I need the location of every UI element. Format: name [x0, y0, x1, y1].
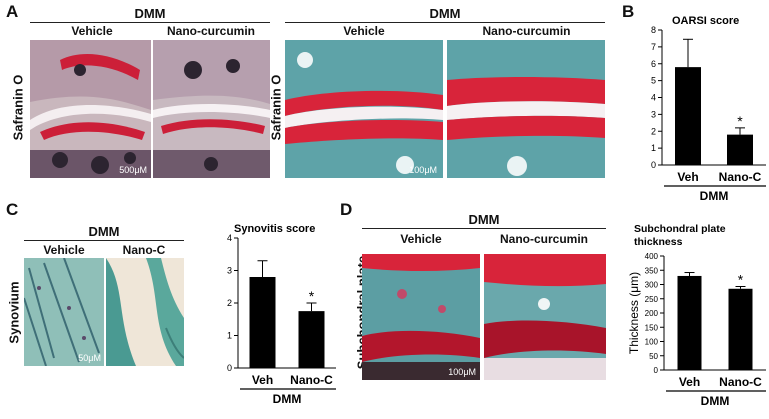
panel-a-right-scale-bar-label: 100μM	[409, 165, 437, 175]
panel-c-scale-bar-label: 50μM	[78, 353, 101, 363]
chart-oarsi-group-label: DMM	[700, 189, 729, 203]
chart-oarsi-bar-0	[675, 67, 701, 165]
chart-thickness-y-label: Thickness (μm)	[628, 272, 641, 354]
panel-a-left-treatment-label: Nano-curcumin	[166, 24, 255, 38]
chart-thickness-ytick-label-0: 0	[654, 366, 659, 375]
panel-d-vehicle-subchondral-micrograph: 100μM	[362, 254, 480, 380]
subchondral-thickness-chart: Subchondral plate thickness 0 50 100 150 200 25…	[627, 222, 769, 414]
chart-synovitis-category-label-1: Nano-C	[290, 373, 333, 387]
chart-synovitis-ytick-label-4: 4	[227, 233, 232, 243]
panel-c-tissue-label: Synovium	[6, 281, 22, 344]
chart-synovitis-bar-1	[298, 311, 325, 368]
panel-c-label: C	[6, 200, 19, 219]
chart-thickness-category-label-1: Nano-C	[719, 375, 762, 389]
oarsi-chart-svg: OARSI score 0 1 2 3 4 5 6 7 8 Veh * Nano-C DMM	[651, 15, 766, 203]
chart-synovitis-ytick-label-0: 0	[227, 363, 232, 373]
panel-a-left-scale-bar-label: 500μM	[119, 165, 147, 175]
chart-oarsi-category-label-0: Veh	[677, 170, 698, 184]
chart-oarsi-ytick-label-4: 4	[651, 93, 656, 103]
chart-thickness-bar-1	[728, 288, 753, 370]
synovitis-chart: Synovitis score 0 1 2 3 4 Veh * Nano-C DMM	[212, 222, 342, 414]
panel-d-label: D	[340, 200, 353, 219]
chart-thickness-ytick-label-7: 350	[645, 266, 659, 275]
panel-a-right-header: DMM	[429, 6, 461, 21]
chart-oarsi-bar-1	[727, 134, 753, 165]
oarsi-chart: OARSI score 0 1 2 3 4 5 6 7 8 Veh * Nano-C DMM	[636, 10, 769, 215]
panel-a-label: A	[6, 2, 19, 21]
panel-c-vehicle-label: Vehicle	[43, 243, 85, 257]
chart-oarsi-ytick-label-7: 7	[651, 42, 656, 52]
chart-thickness-ytick-label-5: 250	[645, 295, 659, 304]
chart-synovitis-category-label-0: Veh	[252, 373, 273, 387]
chart-oarsi-ytick-label-1: 1	[651, 143, 656, 153]
panel-b-label: B	[622, 2, 635, 21]
panel-a-vehicle-knee-micrograph: 500μM	[30, 40, 151, 178]
panel-d-nanocurcumin-subchondral-micrograph	[484, 254, 606, 380]
chart-thickness-title-line-1: Subchondral plate	[634, 223, 726, 235]
chart-oarsi-ytick-label-2: 2	[651, 126, 656, 136]
chart-oarsi-ytick-label-0: 0	[651, 160, 656, 170]
panel-c-header-rule	[24, 240, 184, 241]
chart-oarsi-ytick-label-8: 8	[651, 25, 656, 35]
panel-a-right-stain-label: Safranin O	[268, 74, 284, 141]
chart-thickness-ytick-label-6: 300	[645, 281, 659, 290]
chart-thickness-bar-0	[677, 275, 702, 370]
panel-a-left-vehicle-label: Vehicle	[71, 24, 113, 38]
chart-thickness-ytick-label-8: 400	[645, 252, 659, 261]
chart-oarsi-significance-1: *	[737, 113, 743, 129]
chart-synovitis-group-label: DMM	[273, 392, 302, 406]
chart-oarsi-ytick-label-3: 3	[651, 109, 656, 119]
chart-oarsi-category-label-1: Nano-C	[719, 170, 762, 184]
panel-d-treatment-label: Nano-curcumin	[499, 232, 588, 246]
panel-a-right-vehicle-label: Vehicle	[343, 24, 385, 38]
chart-thickness-ytick-label-1: 50	[649, 352, 658, 361]
panel-d-vehicle-label: Vehicle	[400, 232, 442, 246]
chart-oarsi-ytick-label-6: 6	[651, 59, 656, 69]
panel-a-left-header-rule	[30, 22, 270, 23]
chart-thickness-ytick-label-3: 150	[645, 323, 659, 332]
chart-synovitis-ytick-label-1: 1	[227, 331, 232, 341]
chart-oarsi-ytick-label-5: 5	[651, 76, 656, 86]
chart-thickness-group-label: DMM	[701, 394, 730, 408]
chart-synovitis-title: Synovitis score	[234, 223, 315, 235]
panel-a-right-treatment-label: Nano-curcumin	[482, 24, 571, 38]
chart-synovitis-ytick-label-2: 2	[227, 298, 232, 308]
chart-synovitis-significance-1: *	[309, 288, 315, 304]
panel-d-header: DMM	[468, 212, 500, 227]
panel-a-right-header-rule	[285, 22, 605, 23]
chart-synovitis-bar-0	[249, 277, 276, 368]
chart-oarsi-title: OARSI score	[672, 15, 739, 27]
panel-c-treatment-label: Nano-C	[122, 243, 166, 257]
synovitis-chart-svg: Synovitis score 0 1 2 3 4 Veh * Nano-C DMM	[227, 223, 336, 406]
panel-d-scale-bar-label: 100μM	[448, 367, 476, 377]
panel-a-left-stain-label: Safranin O	[10, 74, 26, 141]
chart-thickness-ytick-label-4: 200	[645, 309, 659, 318]
panel-a-nanocurcumin-cartilage-micrograph	[447, 40, 605, 178]
panel-d-header-rule	[362, 228, 606, 229]
panel-a-vehicle-cartilage-micrograph: 100μM	[285, 40, 443, 178]
chart-thickness-significance-1: *	[738, 271, 744, 287]
chart-thickness-ytick-label-2: 100	[645, 338, 659, 347]
chart-synovitis-ytick-label-3: 3	[227, 266, 232, 276]
panel-a-nanocurcumin-knee-micrograph	[153, 40, 270, 178]
panel-c-vehicle-synovium-micrograph: 50μM	[24, 258, 104, 366]
chart-thickness-category-label-0: Veh	[679, 375, 700, 389]
panel-a-left-header: DMM	[134, 6, 166, 21]
chart-thickness-title-line-2: thickness	[634, 236, 683, 248]
panel-c-header: DMM	[88, 224, 120, 239]
panel-c-nanocurcumin-synovium-micrograph	[106, 258, 184, 366]
